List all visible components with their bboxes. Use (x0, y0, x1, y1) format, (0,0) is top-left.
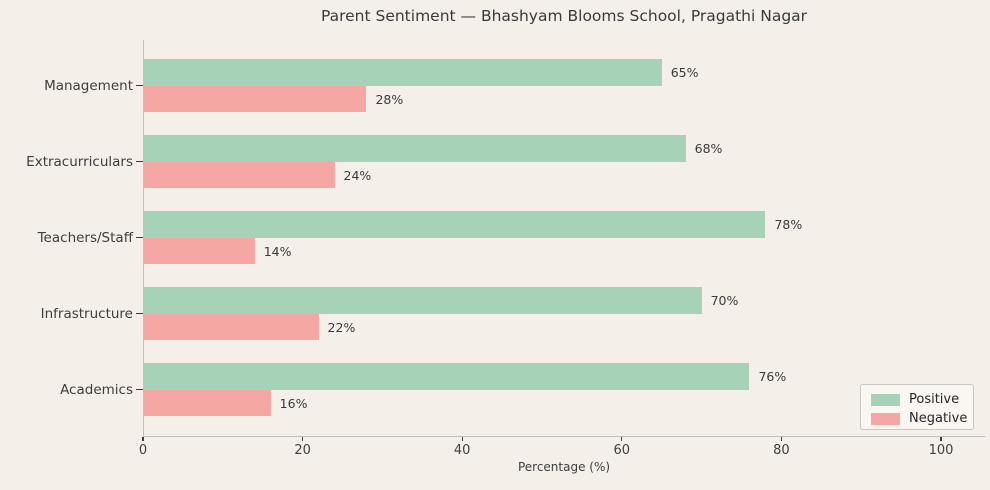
bar-positive-4 (143, 363, 750, 390)
bar-value-negative-3: 22% (327, 319, 356, 335)
x-axis-label: Percentage (%) (517, 460, 611, 474)
bar-value-negative-1: 24% (343, 167, 372, 183)
x-tick-label-0: 0 (138, 443, 148, 458)
x-tick-label-4: 80 (773, 443, 790, 458)
x-tick-mark-4 (780, 437, 783, 441)
y-tick-mark-2 (136, 237, 143, 239)
y-tick-label-2: Teachers/Staff (37, 230, 133, 246)
x-tick-label-1: 20 (294, 443, 311, 458)
bar-negative-2 (143, 238, 255, 264)
y-tick-label-3: Infrastructure (40, 306, 133, 322)
bar-value-positive-3: 70% (710, 292, 739, 308)
bar-value-positive-4: 76% (758, 368, 787, 384)
bar-negative-3 (143, 314, 319, 340)
y-tick-mark-3 (136, 313, 143, 315)
x-tick-mark-2 (461, 437, 463, 441)
y-tick-mark-0 (136, 85, 143, 87)
legend-label-positive: Positive (909, 392, 960, 407)
y-tick-label-1: Extracurriculars (26, 154, 133, 170)
x-tick-mark-0 (142, 437, 144, 441)
y-tick-mark-1 (136, 161, 143, 163)
bar-negative-1 (143, 162, 335, 188)
x-tick-mark-5 (940, 437, 942, 441)
chart-title: Parent Sentiment — Bhashyam Blooms Schoo… (320, 7, 808, 25)
bar-negative-0 (143, 86, 367, 112)
bar-positive-2 (143, 211, 766, 238)
x-tick-label-2: 40 (453, 443, 471, 458)
bar-positive-1 (143, 135, 686, 162)
negative-swatch-icon (871, 412, 900, 425)
legend-entry-negative: Negative (871, 411, 968, 426)
x-tick-mark-3 (621, 437, 623, 441)
legend: Positive Negative (860, 384, 974, 430)
x-tick-label-3: 60 (613, 443, 631, 458)
bar-value-negative-2: 14% (263, 243, 292, 259)
bar-value-positive-0: 65% (670, 64, 699, 80)
y-tick-mark-4 (136, 389, 143, 391)
y-tick-label-0: Management (44, 78, 133, 94)
y-tick-label-4: Academics (60, 382, 133, 398)
bar-positive-3 (143, 287, 702, 314)
bar-value-positive-1: 68% (694, 140, 723, 156)
bar-value-positive-2: 78% (774, 216, 803, 232)
bar-positive-0 (143, 59, 662, 86)
bar-value-negative-4: 16% (279, 395, 308, 411)
bar-value-negative-0: 28% (375, 91, 404, 107)
legend-entry-positive: Positive (871, 392, 964, 407)
bar-negative-4 (143, 390, 271, 416)
x-tick-label-5: 100 (928, 443, 954, 458)
legend-label-negative: Negative (909, 411, 968, 426)
x-tick-mark-1 (301, 437, 304, 441)
positive-swatch-icon (871, 393, 900, 406)
